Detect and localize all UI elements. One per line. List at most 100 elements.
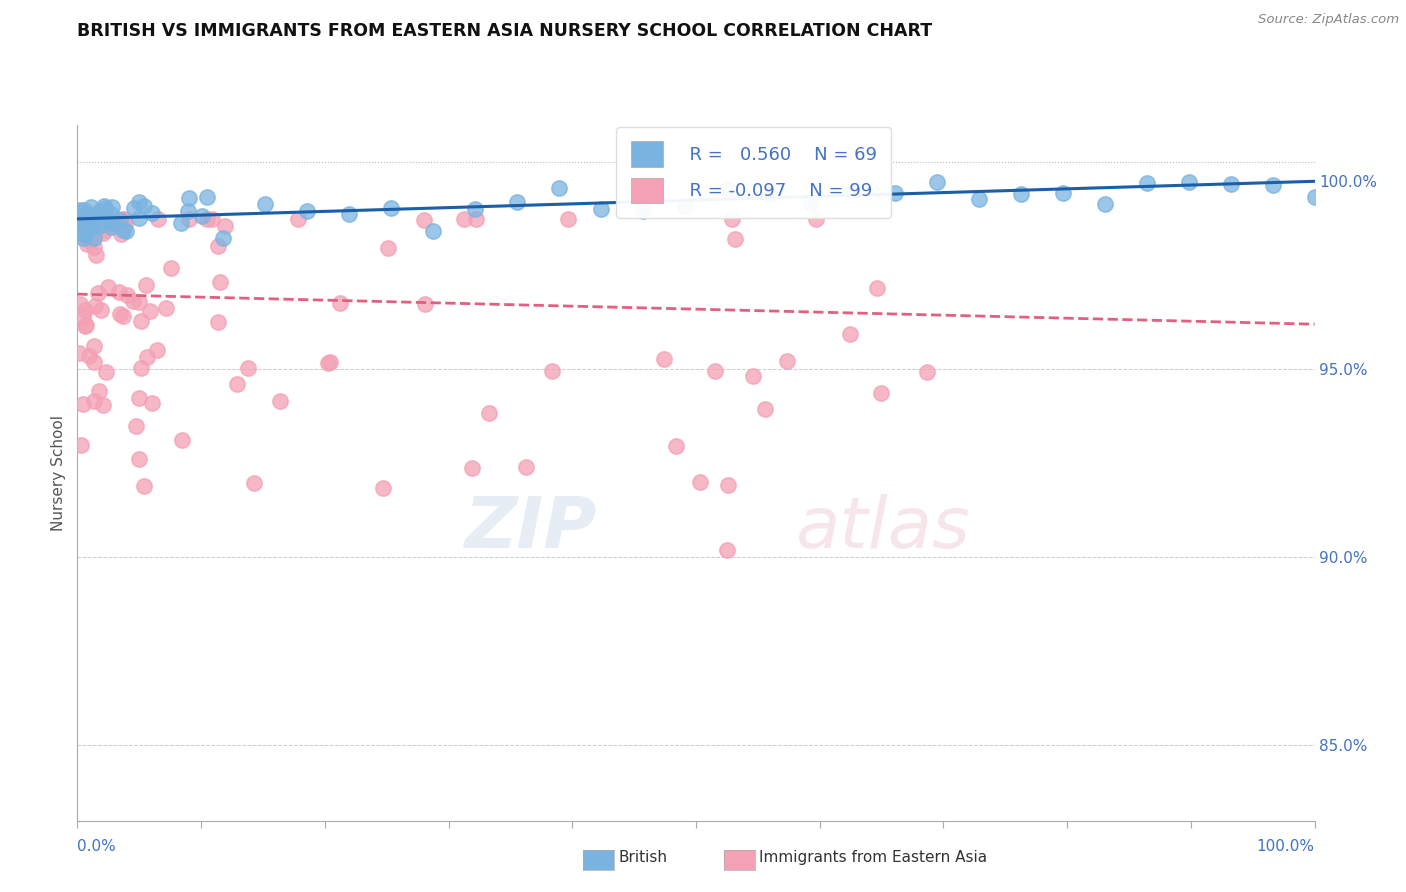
Point (80, 208, 103, 222)
Point (1219, 177, 1241, 191)
Point (724, 231, 747, 245)
Point (76, 237, 98, 252)
Point (83, 339, 105, 353)
Point (925, 175, 948, 189)
Point (155, 301, 177, 315)
Point (83, 355, 105, 369)
Point (124, 418, 146, 433)
Point (146, 343, 169, 358)
Point (75, 319, 97, 334)
Point (110, 227, 132, 242)
Point (269, 393, 291, 408)
Point (83, 394, 105, 409)
Point (160, 261, 183, 276)
Point (207, 238, 229, 252)
Point (453, 211, 475, 226)
Point (67, 224, 90, 238)
Point (631, 203, 654, 218)
Point (91, 398, 114, 412)
Point (177, 211, 200, 226)
Point (115, 224, 138, 238)
Point (79, 219, 101, 234)
Point (141, 395, 163, 409)
Text: BRITISH VS IMMIGRANTS FROM EASTERN ASIA NURSERY SCHOOL CORRELATION CHART: BRITISH VS IMMIGRANTS FROM EASTERN ASIA … (77, 22, 932, 40)
Point (716, 542, 738, 557)
Point (172, 434, 194, 448)
Point (377, 241, 399, 255)
Point (87, 216, 110, 230)
Point (287, 211, 309, 226)
Point (243, 476, 266, 491)
Text: 100.0%: 100.0% (1257, 839, 1315, 855)
Point (541, 364, 564, 378)
Point (128, 451, 150, 466)
Point (337, 207, 360, 221)
Point (93, 199, 115, 213)
Point (422, 223, 444, 237)
Point (111, 211, 134, 226)
Point (111, 309, 134, 323)
Point (131, 361, 153, 376)
Point (413, 213, 436, 227)
Point (100, 207, 122, 221)
Point (208, 275, 231, 289)
Point (146, 211, 169, 226)
Point (72, 310, 94, 324)
Point (73, 213, 96, 227)
Point (84, 248, 107, 262)
Point (464, 211, 486, 226)
Point (1010, 186, 1032, 201)
Point (1136, 176, 1159, 190)
Point (108, 285, 131, 299)
Point (329, 296, 352, 310)
Point (1177, 175, 1199, 189)
Text: atlas: atlas (794, 494, 970, 563)
Point (195, 190, 218, 204)
Point (91, 226, 114, 240)
Point (79, 217, 101, 231)
Point (124, 201, 146, 215)
Point (83, 240, 105, 254)
Point (69, 438, 91, 452)
Point (478, 406, 501, 420)
Point (460, 460, 482, 475)
Point (89, 204, 111, 219)
Point (967, 193, 990, 207)
Point (214, 219, 236, 233)
Point (515, 460, 537, 475)
Point (136, 350, 159, 364)
Point (806, 211, 828, 226)
Point (73, 203, 96, 218)
Y-axis label: Nursery School: Nursery School (51, 415, 66, 531)
Point (112, 223, 135, 237)
Point (170, 216, 193, 230)
Point (83, 208, 105, 222)
Point (132, 198, 155, 212)
Point (77, 350, 100, 364)
Point (464, 202, 486, 217)
Point (716, 182, 738, 196)
Point (548, 180, 571, 194)
Point (557, 211, 579, 226)
Point (87, 219, 110, 233)
Point (72, 210, 94, 224)
Point (866, 281, 889, 295)
Point (704, 364, 727, 378)
Point (177, 191, 200, 205)
Point (97, 279, 120, 293)
Legend:   R =   0.560    N = 69,   R = -0.097    N = 99: R = 0.560 N = 69, R = -0.097 N = 99 (616, 127, 891, 218)
Point (86, 211, 108, 226)
Point (212, 230, 235, 244)
Point (108, 212, 131, 227)
Point (79, 234, 101, 248)
Point (100, 214, 122, 228)
Point (717, 477, 740, 491)
Point (80, 200, 103, 214)
Point (75, 215, 97, 229)
Point (319, 355, 342, 369)
Point (91, 211, 114, 226)
Point (90, 302, 112, 317)
Text: 0.0%: 0.0% (77, 839, 117, 855)
Point (70, 210, 93, 224)
Point (195, 211, 218, 226)
